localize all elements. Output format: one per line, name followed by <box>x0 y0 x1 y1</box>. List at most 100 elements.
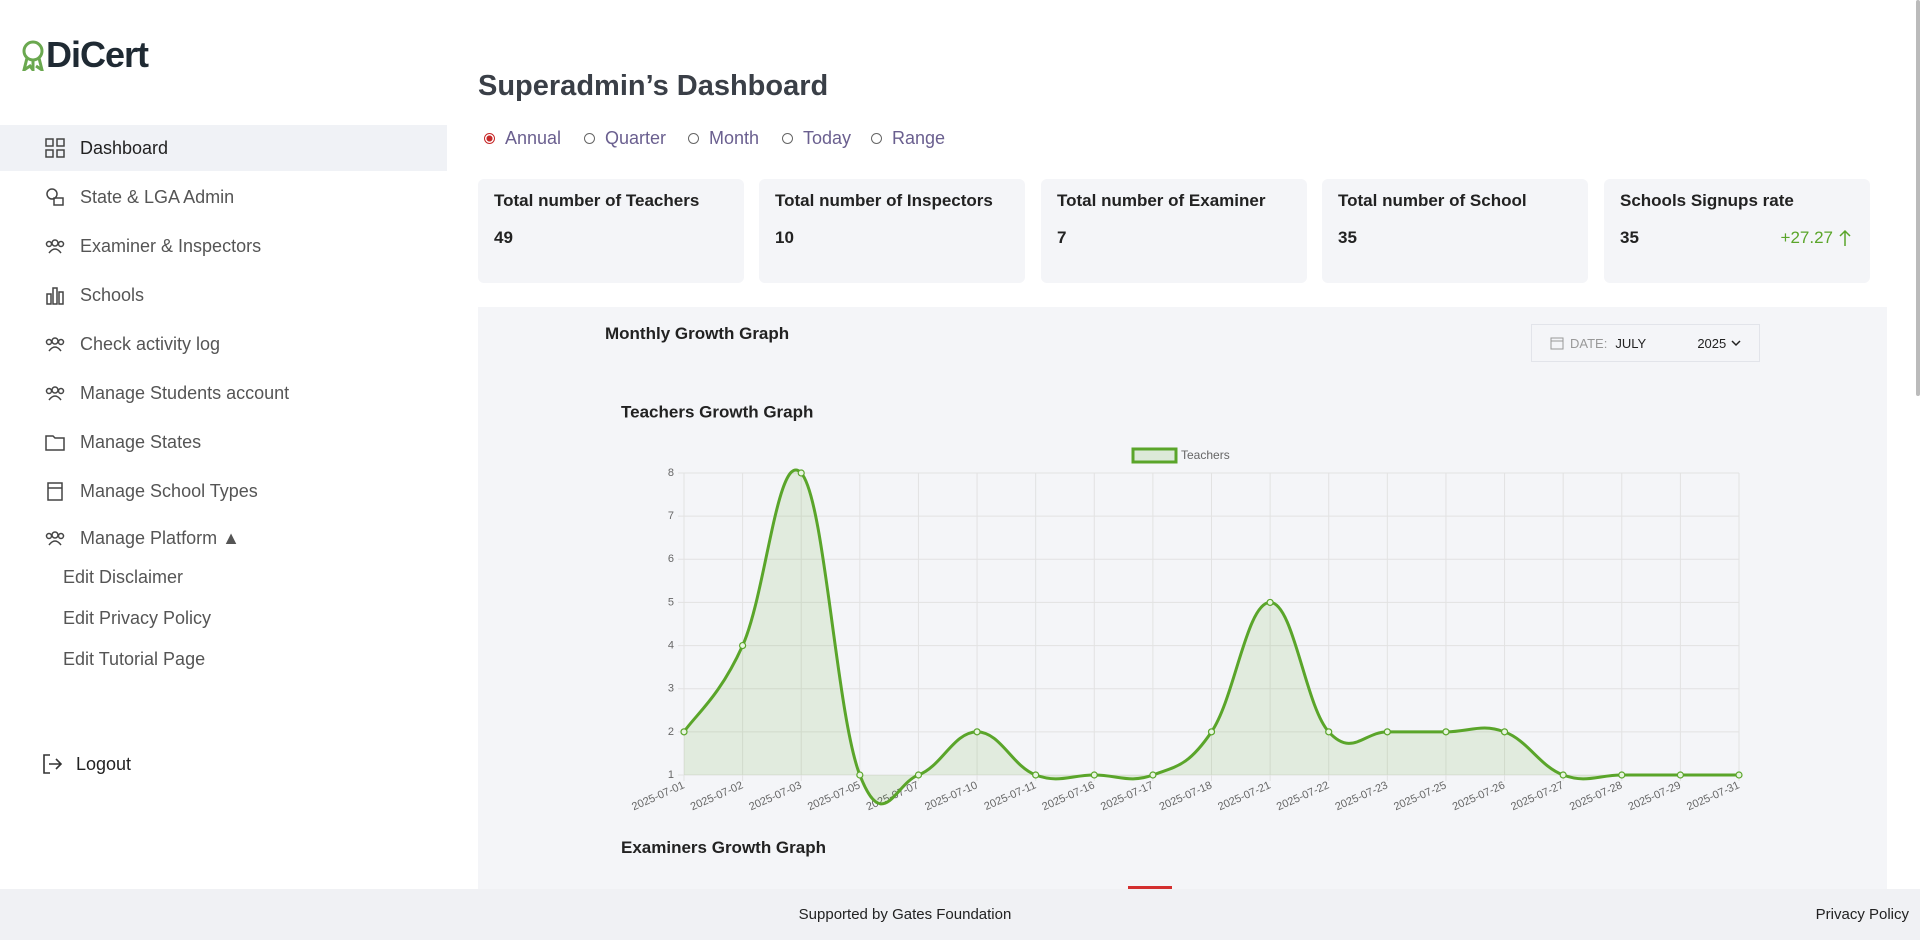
x-tick-label: 2025-07-17 <box>1099 779 1155 813</box>
radio-button[interactable] <box>782 133 793 144</box>
next-chart-title: Examiners Growth Graph <box>621 838 826 857</box>
x-tick-label: 2025-07-11 <box>983 779 1039 813</box>
stat-change-value: +27.27 <box>1780 228 1833 247</box>
x-tick-label: 2025-07-10 <box>923 779 979 813</box>
stat-value: 49 <box>494 228 513 247</box>
nav-icon <box>45 386 65 401</box>
nav-icon <box>47 482 63 501</box>
x-tick-label: 2025-07-29 <box>1626 779 1682 813</box>
sub-nav-item[interactable]: Edit Tutorial Page <box>63 649 206 669</box>
date-picker[interactable]: DATE: JULY 2025 <box>1531 324 1760 362</box>
logout[interactable]: Logout <box>40 752 131 776</box>
legend-swatch <box>1131 447 1178 464</box>
nav-item[interactable]: Manage School Types <box>0 468 447 514</box>
period-label: Quarter <box>605 128 667 148</box>
stat-label: Total number of School <box>1338 191 1527 210</box>
x-tick-label: 2025-07-22 <box>1275 779 1331 813</box>
period-option[interactable]: Annual <box>484 128 561 149</box>
next-legend-swatch <box>1128 886 1172 889</box>
point <box>914 771 923 779</box>
nav-item[interactable]: Manage States <box>0 419 447 465</box>
period-label: Range <box>892 128 946 148</box>
brand[interactable]: DiCert <box>20 34 149 76</box>
radio-button[interactable] <box>584 133 595 144</box>
y-tick-label: 5 <box>668 596 674 608</box>
point <box>1442 728 1450 736</box>
y-tick-label: 4 <box>668 639 674 651</box>
chart-panel <box>478 307 1887 889</box>
point <box>1735 771 1743 779</box>
brand-icon <box>22 40 44 71</box>
period-option[interactable]: Quarter <box>584 128 666 149</box>
point <box>1266 598 1274 607</box>
period-label: Month <box>709 128 760 148</box>
date-month: JULY <box>1615 335 1647 351</box>
stat-label: Total number of Inspectors <box>775 191 993 210</box>
period-option[interactable]: Month <box>688 128 759 149</box>
nav-item[interactable]: Schools <box>0 272 447 318</box>
x-tick-label: 2025-07-27 <box>1509 779 1565 813</box>
nav-item[interactable]: Manage Platform ▲ <box>0 515 447 561</box>
privacy-link[interactable]: Privacy Policy <box>1815 906 1909 923</box>
footer: Supported by Gates Foundation Privacy Po… <box>0 889 1920 940</box>
period-option[interactable]: Range <box>871 128 945 149</box>
y-tick-label: 1 <box>668 769 674 781</box>
nav-item[interactable]: Dashboard <box>0 125 447 171</box>
area <box>684 469 1739 804</box>
footer-credit: Supported by Gates Foundation <box>798 906 1012 923</box>
period-label: Today <box>803 128 852 148</box>
stat-card: Total number of Examiner 7 <box>1041 179 1307 283</box>
point <box>1559 771 1567 779</box>
nav-icon <box>45 239 65 254</box>
line <box>682 468 1739 806</box>
nav-label: State & LGA Admin <box>80 186 235 207</box>
panel-title: Monthly Growth Graph <box>605 324 790 343</box>
stat-value: 10 <box>775 228 794 247</box>
page-title: Superadmin’s Dashboard <box>478 70 829 102</box>
point <box>1090 771 1098 779</box>
calendar-icon <box>1550 337 1564 350</box>
period-option[interactable]: Today <box>782 128 851 149</box>
nav-label: Manage Students account <box>80 382 290 403</box>
radio-button[interactable] <box>688 133 699 144</box>
chart-title: Teachers Growth Graph <box>621 402 813 421</box>
x-tick-label: 2025-07-31 <box>1685 779 1741 813</box>
nav-item[interactable]: Manage Students account <box>0 370 447 416</box>
date-label: DATE: <box>1570 335 1608 351</box>
y-tick-label: 6 <box>668 553 674 565</box>
nav-item[interactable]: Examiner & Inspectors <box>0 223 447 269</box>
date-year: 2025 <box>1697 335 1727 351</box>
stat-card: Schools Signups rate 35 +27.27 <box>1604 179 1870 283</box>
nav-label: Schools <box>80 284 145 305</box>
radio-button[interactable] <box>871 133 882 144</box>
nav-item[interactable]: Check activity log <box>0 321 447 367</box>
nav-icon <box>45 531 65 546</box>
nav-label: Check activity log <box>80 333 221 354</box>
sub-nav-item[interactable]: Edit Disclaimer <box>63 567 184 587</box>
sub-nav-item[interactable]: Edit Privacy Policy <box>63 608 212 628</box>
legend-label: Teachers <box>1181 448 1230 462</box>
x-tick-label: 2025-07-25 <box>1392 779 1448 813</box>
x-tick-label: 2025-07-03 <box>747 779 803 813</box>
nav-icon <box>45 138 65 158</box>
x-tick-label: 2025-07-23 <box>1333 779 1389 813</box>
x-tick-label: 2025-07-05 <box>806 779 862 813</box>
stat-value: 35 <box>1620 228 1639 247</box>
x-tick-label: 2025-07-16 <box>1040 779 1096 813</box>
x-tick-label: 2025-07-21 <box>1216 779 1272 813</box>
nav-item[interactable]: State & LGA Admin <box>0 174 447 220</box>
point <box>1032 771 1040 779</box>
nav-icon <box>45 435 65 451</box>
point <box>1325 728 1333 736</box>
point <box>1500 728 1509 736</box>
nav-label: Dashboard <box>80 137 169 158</box>
stat-value: 35 <box>1338 228 1357 247</box>
chevron <box>1731 340 1741 347</box>
radio-button[interactable] <box>484 133 495 144</box>
stat-card: Total number of School 35 <box>1322 179 1588 283</box>
point <box>856 771 864 779</box>
nav-icon <box>46 287 64 305</box>
up-arrow <box>1839 229 1851 246</box>
period-label: Annual <box>505 128 562 148</box>
